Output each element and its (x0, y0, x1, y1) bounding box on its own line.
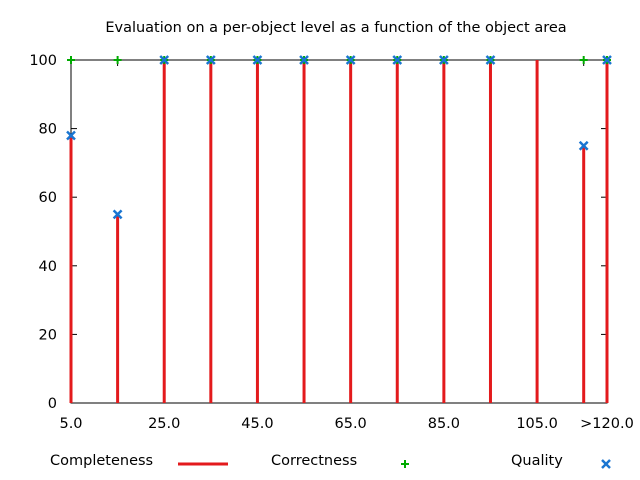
y-tick-label: 20 (39, 327, 57, 343)
quality-marker (438, 55, 449, 65)
y-tick-label: 40 (39, 259, 57, 275)
legend-label-correctness: Correctness (271, 453, 357, 469)
legend: Completeness Correctness Quality (50, 453, 611, 469)
x-axis: 5.0 25.0 45.0 65.0 85.0 105.0 >120.0 (59, 60, 634, 432)
cross-b (66, 130, 76, 141)
correctness-marker (579, 56, 588, 64)
quality-marker (392, 55, 403, 65)
cross-b (578, 140, 589, 151)
legend-swatch-correctness (401, 460, 409, 468)
legend-label-completeness: Completeness (50, 453, 153, 469)
plot-frame (70, 59, 608, 404)
quality-marker (112, 209, 123, 220)
quality-marker (485, 55, 496, 65)
cross-b (112, 209, 123, 220)
x-tick-label: 65.0 (335, 416, 367, 432)
y-axis: 0 20 40 60 80 100 (29, 53, 607, 412)
cross-b (159, 55, 170, 65)
quality-marker (66, 130, 76, 141)
quality-marker (299, 55, 309, 65)
correctness-marker (67, 56, 75, 64)
correctness-marker (113, 56, 122, 64)
cross-b (392, 55, 403, 65)
legend-label-quality: Quality (511, 453, 563, 469)
x-tick-label: >120.0 (580, 416, 634, 432)
quality-marker (345, 55, 356, 65)
x-tick-label: 5.0 (59, 416, 82, 432)
y-tick-label: 60 (39, 190, 57, 206)
cross-b (602, 55, 612, 65)
cross-b (252, 55, 263, 65)
x-tick-label: 105.0 (516, 416, 558, 432)
y-tick-label: 80 (39, 122, 57, 138)
quality-marker (252, 55, 263, 65)
quality-marker (159, 55, 170, 65)
cross-b (438, 55, 449, 65)
quality-marker (205, 55, 216, 65)
x-tick-label: 25.0 (148, 416, 180, 432)
plot-border (70, 59, 608, 404)
quality-marker (578, 140, 589, 151)
legend-swatch-quality (601, 459, 611, 469)
cross-b (345, 55, 356, 65)
quality-marker (602, 55, 612, 65)
y-tick-label: 100 (29, 53, 57, 69)
x-tick-label: 45.0 (241, 416, 273, 432)
cross-b (485, 55, 496, 65)
cross-b (601, 459, 611, 469)
x-tick-label: 85.0 (428, 416, 460, 432)
y-tick-label: 0 (48, 396, 57, 412)
cross-b (299, 55, 309, 65)
chart-title: Evaluation on a per-object level as a fu… (105, 20, 566, 36)
series-completeness (69, 60, 609, 403)
series-quality (66, 55, 612, 220)
cross-b (205, 55, 216, 65)
